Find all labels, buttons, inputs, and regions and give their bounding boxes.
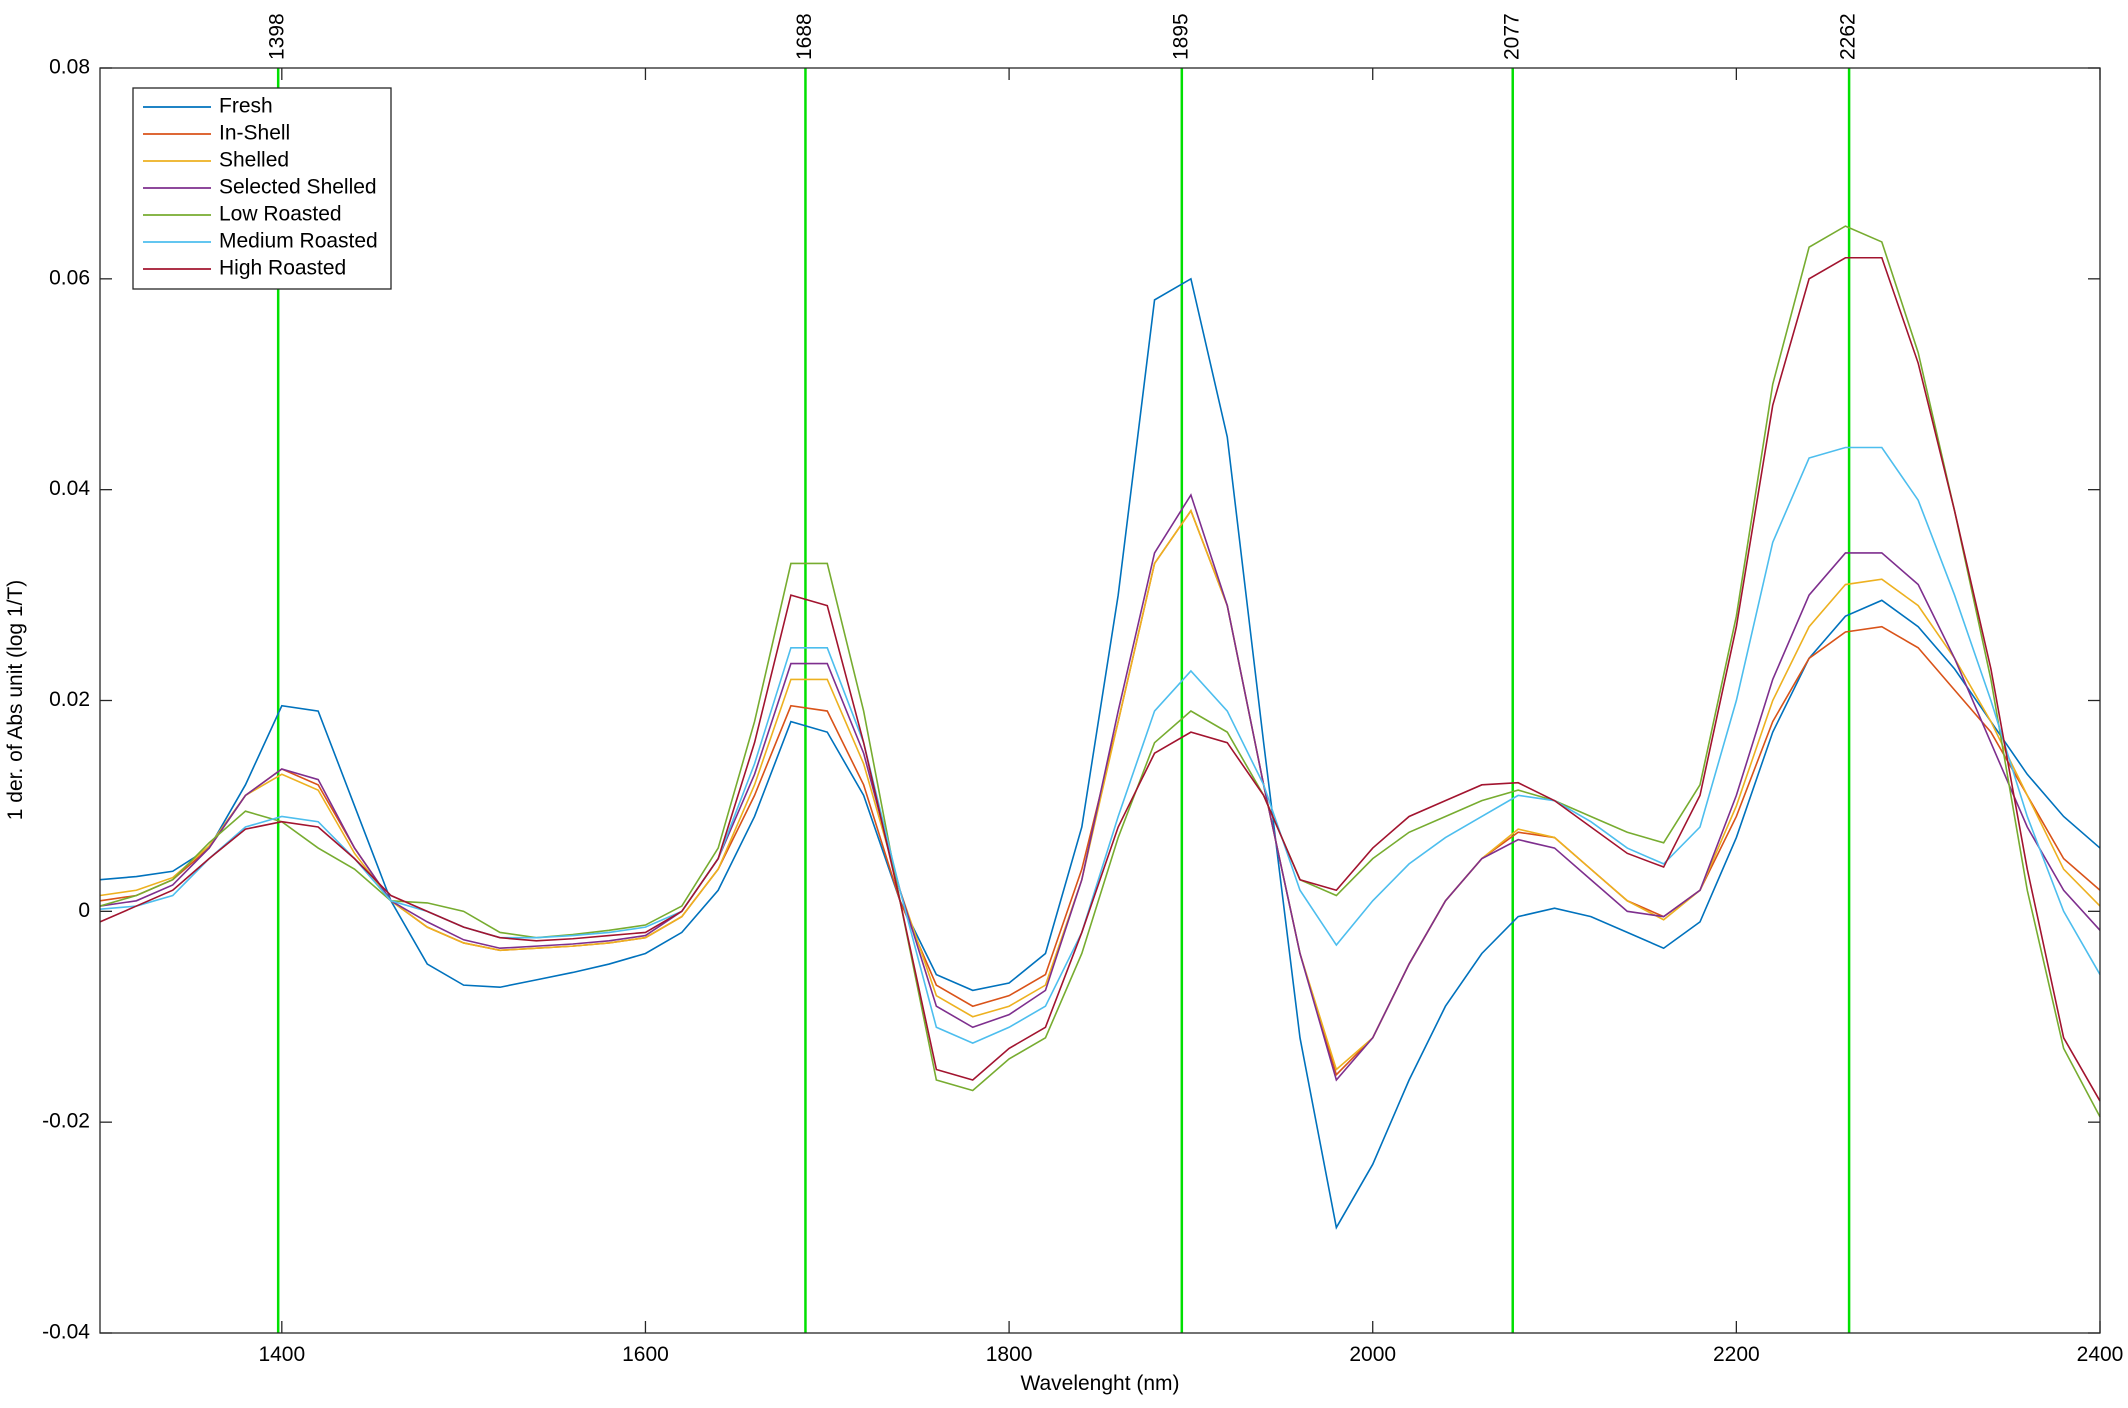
series-line bbox=[99, 256, 2101, 1102]
y-axis-label: 1 der. of Abs unit (log 1/T) bbox=[4, 580, 27, 820]
y-tick-label: 0.02 bbox=[49, 688, 90, 711]
y-tick-label: 0.08 bbox=[49, 56, 90, 79]
legend: Fresh In-Shell Shelled Selected Shelled Low … bbox=[132, 87, 392, 290]
x-tick-label: 1600 bbox=[622, 1343, 669, 1366]
x-tick-label: 2400 bbox=[2077, 1343, 2124, 1366]
y-tick-label: 0.06 bbox=[49, 266, 90, 289]
x-tick-label: 1800 bbox=[986, 1343, 1033, 1366]
plot-frame bbox=[99, 67, 2101, 1334]
reference-label: 2077 bbox=[1500, 13, 1523, 60]
reference-label: 1895 bbox=[1169, 13, 1192, 60]
series-line bbox=[99, 277, 2101, 1230]
legend-label: Fresh bbox=[219, 95, 273, 118]
series-line bbox=[99, 225, 2101, 1118]
legend-label: In-Shell bbox=[219, 122, 290, 145]
x-tick-label: 1400 bbox=[258, 1343, 305, 1366]
y-tick-label: 0 bbox=[78, 899, 90, 922]
x-tick-label: 2000 bbox=[1349, 1343, 1396, 1366]
reference-label: 1398 bbox=[266, 13, 289, 60]
y-tick-label: -0.04 bbox=[42, 1321, 90, 1344]
y-tick-label: 0.04 bbox=[49, 477, 90, 500]
legend-label: High Roasted bbox=[219, 257, 346, 280]
x-axis-label: Wavelenght (nm) bbox=[1020, 1372, 1179, 1395]
legend-label: Shelled bbox=[219, 149, 289, 172]
legend-label: Selected Shelled bbox=[219, 176, 377, 199]
x-tick-label: 2200 bbox=[1713, 1343, 1760, 1366]
legend-label: Medium Roasted bbox=[219, 230, 378, 253]
reference-label: 2262 bbox=[1837, 13, 1860, 60]
series-line bbox=[99, 493, 2101, 1082]
series-line bbox=[99, 509, 2101, 1071]
series-line bbox=[99, 446, 2101, 1044]
legend-label: Low Roasted bbox=[219, 203, 342, 226]
reference-label: 1688 bbox=[793, 13, 816, 60]
y-tick-label: -0.02 bbox=[42, 1110, 90, 1133]
